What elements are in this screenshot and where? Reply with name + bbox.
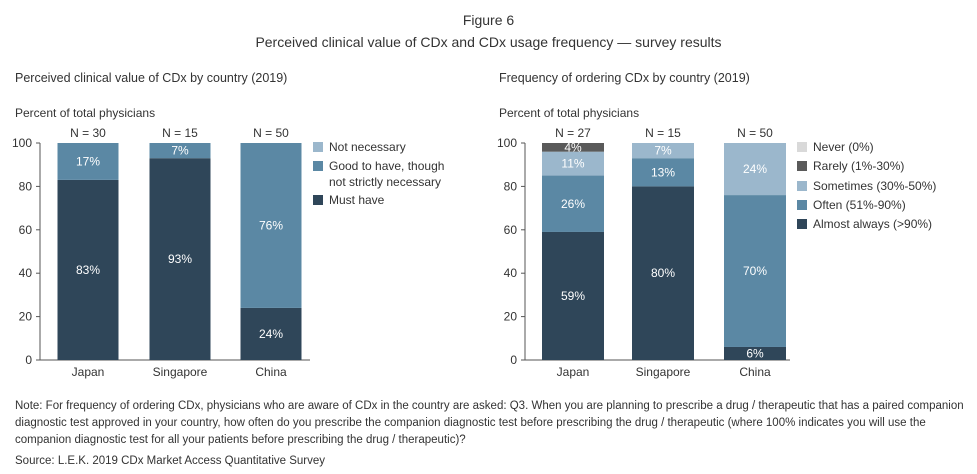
right-sample-size: N = 27 [555,126,591,140]
left-bar-segment [240,143,302,308]
left-ytick-label: 100 [12,136,32,150]
right-ytick-label: 100 [497,136,517,150]
left-ytick-label: 0 [25,353,32,367]
left-ytick-label: 80 [19,179,33,193]
right-sample-size: N = 15 [645,126,681,140]
right-data-label: 70% [743,264,767,278]
left-data-label: 24% [259,327,283,341]
right-legend-label: Never (0%) [813,140,874,154]
right-data-label: 4% [564,140,582,154]
right-bar-segment [632,143,694,159]
right-data-label: 26% [561,197,585,211]
right-bar-segment [724,143,786,196]
right-data-label: 6% [746,346,764,360]
right-legend-swatch [797,200,807,210]
left-data-label: 7% [171,144,189,158]
left-legend-swatch [313,142,323,152]
left-ytick-label: 20 [19,310,33,324]
right-bar-segment [542,151,604,176]
left-category-label: Japan [72,365,105,379]
right-legend-swatch [797,219,807,229]
left-legend-swatch [313,195,323,205]
left-ytick-label: 40 [19,266,33,280]
left-legend-label: not strictly necessary [329,175,441,189]
left-bar-segment [240,307,302,360]
right-legend-swatch [797,142,807,152]
left-sample-size: N = 50 [253,126,289,140]
left-category-label: Singapore [153,365,208,379]
right-legend-swatch [797,161,807,171]
right-legend-label: Sometimes (30%-50%) [813,179,936,193]
source-line: Source: L.E.K. 2019 CDx Market Access Qu… [15,455,326,467]
right-bar-segment [542,143,604,152]
left-chart-ylabel: Percent of total physicians [15,106,156,120]
left-data-label: 93% [168,252,192,266]
right-data-label: 13% [651,165,675,179]
left-legend-label: Good to have, though [329,159,444,173]
right-bar-segment [632,158,694,187]
right-legend-label: Often (51%-90%) [813,198,906,212]
right-bar-segment [724,195,786,347]
right-ytick-label: 80 [504,179,518,193]
right-chart-title: Frequency of ordering CDx by country (20… [499,71,750,85]
figure-label: Figure 6 [462,12,515,28]
left-bar-segment [149,158,211,360]
right-ytick-label: 40 [504,266,518,280]
right-ytick-label: 0 [510,353,517,367]
figure-title: Perceived clinical value of CDx and CDx … [255,34,722,50]
left-bar-segment [149,143,211,159]
right-data-label: 24% [743,162,767,176]
left-legend-label: Not necessary [329,140,406,154]
right-data-label: 80% [651,266,675,280]
left-category-label: China [255,365,287,379]
right-data-label: 11% [561,157,584,171]
right-category-label: China [739,365,771,379]
left-legend-label: Must have [329,193,385,207]
left-data-label: 83% [76,263,100,277]
right-ytick-label: 60 [504,223,518,237]
right-legend-swatch [797,181,807,191]
left-data-label: 17% [76,154,100,168]
right-data-label: 59% [561,289,585,303]
left-ytick-label: 60 [19,223,33,237]
right-bar-segment [542,175,604,232]
footnote: Note: For frequency of ordering CDx, phy… [15,400,964,446]
right-chart-ylabel: Percent of total physicians [499,106,640,120]
right-sample-size: N = 50 [737,126,773,140]
right-bar-segment [632,186,694,360]
right-legend-label: Rarely (1%-30%) [813,159,904,173]
right-ytick-label: 20 [504,310,518,324]
left-sample-size: N = 15 [162,126,198,140]
left-legend-swatch [313,161,323,171]
right-category-label: Singapore [636,365,691,379]
left-bar-segment [57,179,119,360]
right-bar-segment [542,231,604,360]
right-category-label: Japan [557,365,590,379]
right-legend-label: Almost always (>90%) [813,217,932,231]
left-sample-size: N = 30 [70,126,106,140]
left-chart-title: Perceived clinical value of CDx by count… [15,71,288,85]
left-data-label: 76% [259,218,283,232]
right-data-label: 7% [654,144,672,158]
left-bar-segment [57,143,119,180]
right-bar-segment [724,346,786,360]
